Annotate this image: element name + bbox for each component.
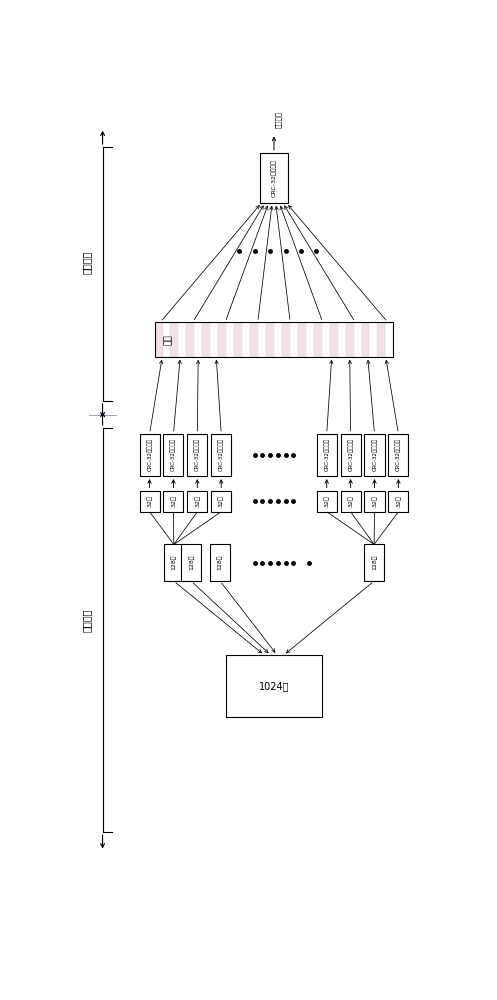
Bar (314, 322, 322, 357)
Bar (194, 322, 202, 357)
Bar (364, 491, 385, 512)
Bar (353, 322, 361, 357)
Text: 128位: 128位 (217, 555, 223, 570)
Bar (298, 322, 306, 357)
Text: 128位: 128位 (371, 555, 377, 570)
Bar (340, 491, 361, 512)
Text: CRC-32计算单元: CRC-32计算单元 (348, 438, 353, 471)
Text: CRC-32计算单元: CRC-32计算单元 (324, 438, 330, 471)
Bar (155, 322, 394, 357)
Bar (164, 544, 184, 581)
Text: CRC-32计算单元: CRC-32计算单元 (194, 438, 200, 471)
Text: CRC-32计算单元: CRC-32计算单元 (170, 438, 176, 471)
Bar (266, 322, 274, 357)
Bar (306, 322, 314, 357)
Bar (274, 322, 282, 357)
Bar (226, 322, 234, 357)
Bar (377, 322, 385, 357)
Bar (388, 434, 409, 476)
Bar (330, 322, 337, 357)
Bar (388, 491, 409, 512)
Bar (170, 322, 178, 357)
Text: 校验结果: 校验结果 (275, 111, 282, 128)
Text: 32位: 32位 (396, 495, 401, 507)
Bar (140, 434, 160, 476)
Bar (210, 322, 218, 357)
Text: 1024位: 1024位 (259, 681, 289, 691)
Bar (290, 322, 298, 357)
Bar (364, 434, 385, 476)
Bar (234, 322, 242, 357)
Text: 32位: 32位 (348, 495, 353, 507)
Bar (226, 655, 322, 717)
Bar (340, 434, 361, 476)
Text: CRC-32计算单元: CRC-32计算单元 (147, 438, 153, 471)
Bar (187, 434, 207, 476)
Bar (250, 322, 258, 357)
Bar (282, 322, 290, 357)
Text: 初步校验: 初步校验 (82, 609, 92, 632)
Text: 内存: 内存 (164, 334, 172, 345)
Bar (322, 322, 330, 357)
Bar (242, 322, 250, 357)
Bar (364, 544, 384, 581)
Text: 32位: 32位 (218, 495, 224, 507)
Bar (155, 322, 163, 357)
Bar (187, 491, 207, 512)
Bar (211, 491, 231, 512)
Bar (178, 322, 186, 357)
Bar (337, 322, 345, 357)
Text: 32位: 32位 (147, 495, 153, 507)
Text: CRC-32计算单元: CRC-32计算单元 (271, 159, 277, 197)
Bar (317, 434, 337, 476)
Bar (345, 322, 353, 357)
Bar (164, 434, 183, 476)
Bar (164, 491, 183, 512)
Bar (186, 322, 194, 357)
Bar (140, 491, 160, 512)
Text: CRC-32计算单元: CRC-32计算单元 (396, 438, 401, 471)
Bar (317, 491, 337, 512)
Text: 32位: 32位 (324, 495, 330, 507)
Bar (258, 322, 266, 357)
Bar (210, 544, 230, 581)
Text: 32位: 32位 (194, 495, 200, 507)
Text: 128位: 128位 (188, 555, 194, 570)
Bar (259, 153, 288, 203)
Text: 最终校验: 最终校验 (82, 251, 92, 274)
Bar (202, 322, 210, 357)
Bar (218, 322, 226, 357)
Text: 32位: 32位 (372, 495, 377, 507)
Text: CRC-32计算单元: CRC-32计算单元 (218, 438, 224, 471)
Text: 128位: 128位 (171, 555, 176, 570)
Bar (369, 322, 377, 357)
Bar (385, 322, 394, 357)
Bar (361, 322, 369, 357)
Bar (211, 434, 231, 476)
Text: CRC-32计算单元: CRC-32计算单元 (372, 438, 377, 471)
Bar (163, 322, 170, 357)
Bar (181, 544, 201, 581)
Text: 32位: 32位 (170, 495, 176, 507)
